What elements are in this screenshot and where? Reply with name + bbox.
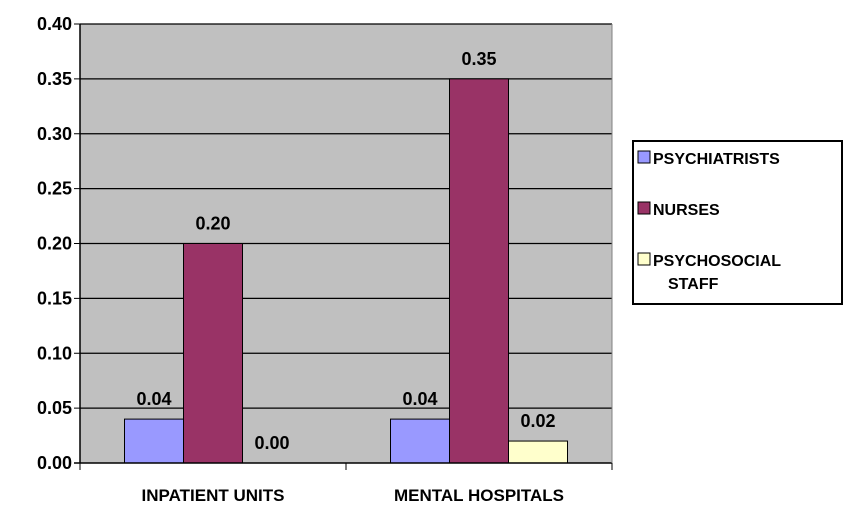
bar-psychiatrists (390, 418, 450, 464)
data-label: 0.35 (461, 49, 496, 69)
category-label: INPATIENT UNITS (142, 486, 285, 505)
legend-label-line: PSYCHOSOCIAL (653, 253, 781, 270)
legend-box (632, 140, 843, 305)
gridlines (80, 23, 612, 409)
y-tick-label: 0.25 (37, 179, 72, 199)
y-tick-label: 0.35 (37, 69, 72, 89)
y-tick-label: 0.40 (37, 14, 72, 34)
data-labels: 0.04 0.04 0.20 0.35 0.00 0.02 (136, 49, 555, 453)
legend-label-line: STAFF (668, 276, 719, 293)
legend-label: PSYCHIATRISTS (653, 151, 780, 168)
y-tick-label: 0.20 (37, 234, 72, 254)
data-label: 0.04 (136, 389, 171, 409)
y-tick-label: 0.15 (37, 288, 72, 308)
bar-psychosocial-staff (508, 440, 568, 464)
legend: PSYCHIATRISTS NURSES PSYCHOSOCIAL STAFF (632, 140, 843, 305)
category-label: MENTAL HOSPITALS (394, 486, 564, 505)
y-tick-label: 0.00 (37, 453, 72, 473)
data-label: 0.20 (195, 214, 230, 234)
bar-nurses (449, 78, 509, 464)
category-labels: INPATIENT UNITS MENTAL HOSPITALS (142, 486, 564, 505)
y-tick-label: 0.10 (37, 343, 72, 363)
y-tick-label: 0.30 (37, 124, 72, 144)
legend-swatch (637, 252, 651, 266)
bar-psychiatrists (124, 418, 184, 464)
legend-swatch (637, 201, 651, 215)
legend-swatch (637, 150, 651, 164)
data-label: 0.00 (254, 433, 289, 453)
bar-nurses (183, 243, 243, 464)
y-tick-label: 0.05 (37, 398, 72, 418)
y-axis-ticks: 0.00 0.05 0.10 0.15 0.20 0.25 0.30 0.35 0.40 (37, 14, 80, 473)
data-label: 0.02 (520, 411, 555, 431)
bars (124, 78, 568, 464)
legend-label: NURSES (653, 202, 720, 219)
data-label: 0.04 (402, 389, 437, 409)
